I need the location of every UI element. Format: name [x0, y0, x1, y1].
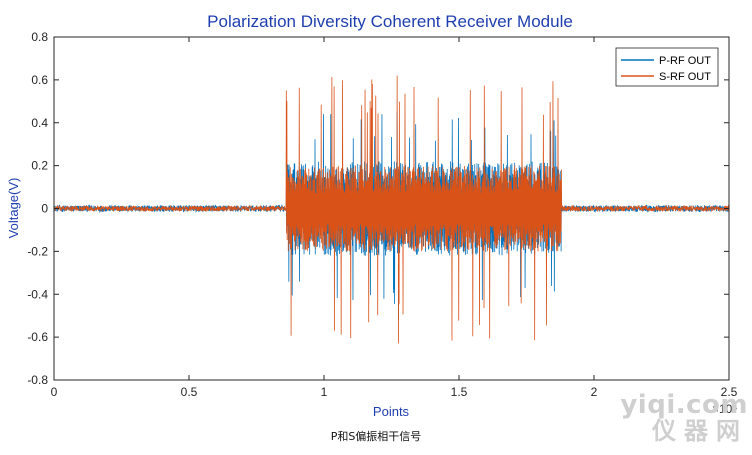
x-tick-label: 1.5 — [451, 385, 468, 399]
legend-label-p-rf-out: P-RF OUT — [659, 55, 711, 67]
y-axis-label: Voltage(V) — [6, 178, 21, 239]
y-tick-label: -0.6 — [27, 330, 48, 344]
series-line-s-rf-out — [53, 75, 730, 344]
x-exponent-label: ×10⁴ — [712, 402, 738, 416]
legend: P-RF OUT S-RF OUT — [615, 47, 719, 87]
y-tick-label: 0.2 — [31, 159, 48, 173]
y-tick-label: 0.4 — [31, 116, 48, 130]
axes-ticks: 0 0.5 1 1.5 2 2.5 -0.8 -0.6 -0.4 -0.2 0 0.2 0.4 0.6 0.… — [27, 30, 737, 399]
watermark-logo: yiqi.com 仪器网 — [620, 390, 748, 446]
x-axis-label: Points — [373, 404, 410, 419]
x-tick-label: 2.5 — [721, 385, 738, 399]
chart-title: Polarization Diversity Coherent Receiver… — [207, 12, 573, 31]
y-tick-label: 0.8 — [31, 30, 48, 44]
watermark-bottom: 仪器网 — [652, 417, 748, 446]
y-tick-label: -0.4 — [27, 287, 48, 301]
y-tick-label: -0.2 — [27, 244, 48, 258]
legend-label-s-rf-out: S-RF OUT — [659, 71, 711, 83]
y-tick-label: 0.6 — [31, 73, 48, 87]
y-tick-label: -0.8 — [27, 373, 48, 387]
figure-caption: P和S偏振相干信号 — [330, 430, 422, 443]
x-tick-label: 1 — [321, 385, 328, 399]
x-tick-label: 0 — [51, 385, 58, 399]
watermark-top: yiqi.com — [620, 390, 748, 420]
y-tick-label: 0 — [41, 202, 48, 216]
legend-box — [615, 47, 719, 87]
x-tick-label: 2 — [591, 385, 598, 399]
plot-layer — [53, 75, 730, 344]
x-tick-label: 0.5 — [181, 385, 198, 399]
